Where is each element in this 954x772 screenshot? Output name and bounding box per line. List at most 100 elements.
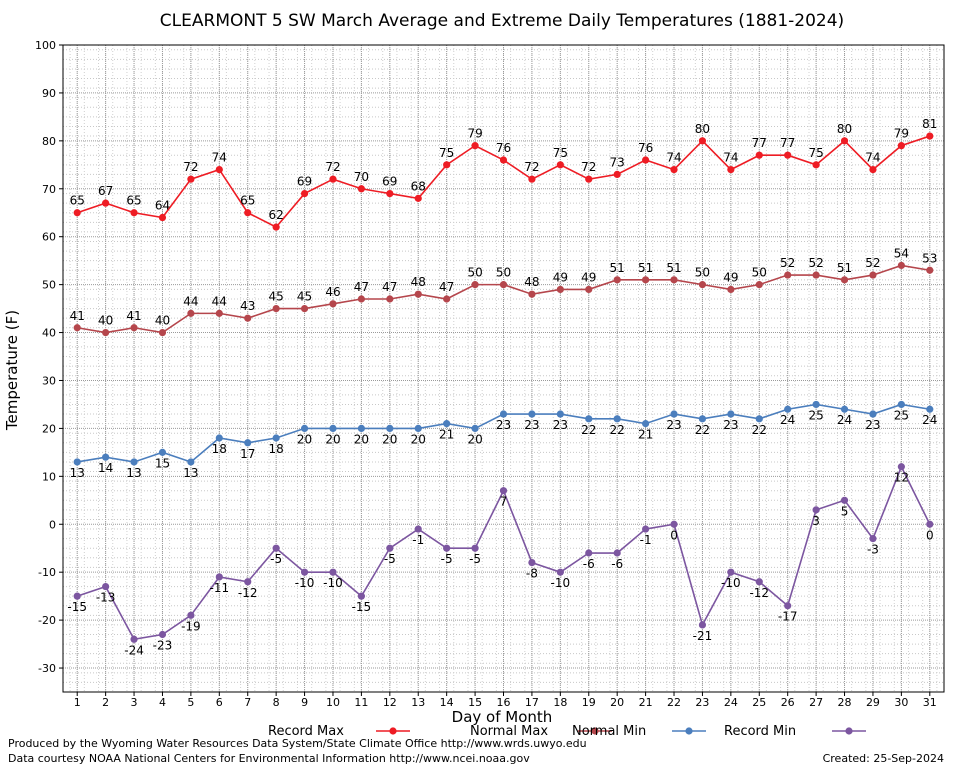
record-min-data-label: -5 <box>441 552 453 566</box>
record-min-point <box>215 573 223 581</box>
record-max-data-label: 74 <box>212 151 227 165</box>
normal-min-data-label: 20 <box>325 432 340 446</box>
record-max-point <box>158 213 167 222</box>
normal-max-data-label: 47 <box>354 280 369 294</box>
normal-max-data-label: 51 <box>610 261 625 275</box>
x-tick-label: 9 <box>301 696 308 709</box>
normal-min-point <box>698 415 707 423</box>
x-tick-label: 6 <box>216 696 223 709</box>
record-min-point <box>300 568 309 576</box>
normal-min-point <box>357 424 366 433</box>
record-max-data-label: 74 <box>723 151 738 165</box>
normal-max-data-label: 52 <box>865 256 880 270</box>
normal-max-data-label: 49 <box>723 270 738 284</box>
record-min-point <box>73 592 81 600</box>
x-tick-label: 30 <box>894 696 908 709</box>
record-min-data-label: 0 <box>670 528 678 542</box>
y-axis-label: Temperature (F) <box>3 310 21 431</box>
normal-min-data-label: 24 <box>837 413 852 427</box>
normal-max-data-label: 54 <box>894 246 909 260</box>
normal-max-point <box>244 314 252 322</box>
record-min-point <box>102 582 110 591</box>
normal-min-point <box>73 458 81 466</box>
x-tick-label: 1 <box>74 696 81 709</box>
x-tick-label: 3 <box>131 696 138 709</box>
record-min-data-label: 7 <box>500 495 508 509</box>
y-tick-label: -20 <box>38 614 56 627</box>
normal-max-data-label: 40 <box>98 314 113 328</box>
record-min-point <box>528 559 536 567</box>
record-min-data-label: -1 <box>412 533 424 547</box>
record-max-data-label: 80 <box>695 122 710 136</box>
normal-min-point <box>840 405 849 413</box>
x-tick-label: 18 <box>553 696 567 709</box>
normal-min-point <box>386 424 394 433</box>
record-max-data-label: 75 <box>439 146 454 160</box>
x-tick-label: 24 <box>724 696 738 709</box>
normal-min-point <box>670 410 678 418</box>
normal-max-data-label: 50 <box>467 266 482 280</box>
x-tick-label: 26 <box>781 696 795 709</box>
record-min-data-label: 12 <box>894 471 909 485</box>
record-max-point <box>471 142 479 150</box>
record-max-point <box>727 166 735 174</box>
y-tick-label: 0 <box>49 518 56 531</box>
record-max-data-label: 64 <box>155 199 170 213</box>
record-min-data-label: -10 <box>551 576 571 590</box>
normal-max-data-label: 53 <box>922 251 937 265</box>
x-tick-label: 22 <box>667 696 681 709</box>
normal-max-point <box>158 328 167 337</box>
x-tick-label: 31 <box>923 696 937 709</box>
legend-marker-normal-max <box>591 727 599 735</box>
y-tick-label: 90 <box>42 87 56 100</box>
y-tick-label: 100 <box>35 39 56 52</box>
normal-min-data-label: 13 <box>183 466 198 480</box>
normal-min-data-label: 20 <box>382 432 397 446</box>
record-min-point <box>329 568 337 576</box>
record-max-data-label: 75 <box>808 146 823 160</box>
record-min-point <box>869 535 877 543</box>
normal-min-point <box>613 415 621 423</box>
record-min-data-label: -24 <box>124 643 144 657</box>
normal-min-data-label: 25 <box>808 408 823 422</box>
record-min-data-label: -5 <box>270 552 282 566</box>
record-max-data-label: 80 <box>837 122 852 136</box>
normal-max-point <box>613 276 621 284</box>
footer-created-date: Created: 25-Sep-2024 <box>822 752 944 765</box>
record-max-data-label: 67 <box>98 184 113 198</box>
normal-max-data-label: 49 <box>553 270 568 284</box>
record-min-data-label: -1 <box>640 533 652 547</box>
normal-min-point <box>641 420 650 428</box>
normal-min-data-label: 20 <box>467 432 482 446</box>
y-tick-label: -30 <box>38 662 56 675</box>
record-min-point <box>613 549 621 557</box>
normal-min-data-label: 20 <box>411 432 426 446</box>
normal-max-data-label: 45 <box>297 290 312 304</box>
record-min-point <box>585 549 593 557</box>
record-max-point <box>641 156 650 164</box>
normal-min-data-label: 14 <box>98 461 113 475</box>
normal-min-data-label: 23 <box>865 418 880 432</box>
record-min-data-label: -11 <box>210 581 230 595</box>
normal-min-data-label: 20 <box>354 432 369 446</box>
record-min-point <box>244 578 252 586</box>
normal-min-data-label: 13 <box>70 466 85 480</box>
normal-min-point <box>102 453 110 461</box>
normal-max-data-label: 52 <box>780 256 795 270</box>
record-min-data-label: -13 <box>96 591 116 605</box>
record-min-data-label: -15 <box>352 600 372 614</box>
x-tick-label: 15 <box>468 696 482 709</box>
normal-min-point <box>528 410 536 418</box>
record-max-point <box>556 161 564 169</box>
record-max-data-label: 76 <box>638 141 653 155</box>
record-max-point <box>613 170 621 178</box>
normal-min-point <box>784 405 792 413</box>
normal-max-data-label: 51 <box>837 261 852 275</box>
record-max-point <box>443 161 451 169</box>
record-min-point <box>670 520 678 528</box>
normal-max-point <box>670 276 678 284</box>
normal-min-point <box>755 415 763 423</box>
normal-max-data-label: 50 <box>695 266 710 280</box>
record-max-data-label: 81 <box>922 117 937 131</box>
normal-min-point <box>272 434 280 442</box>
